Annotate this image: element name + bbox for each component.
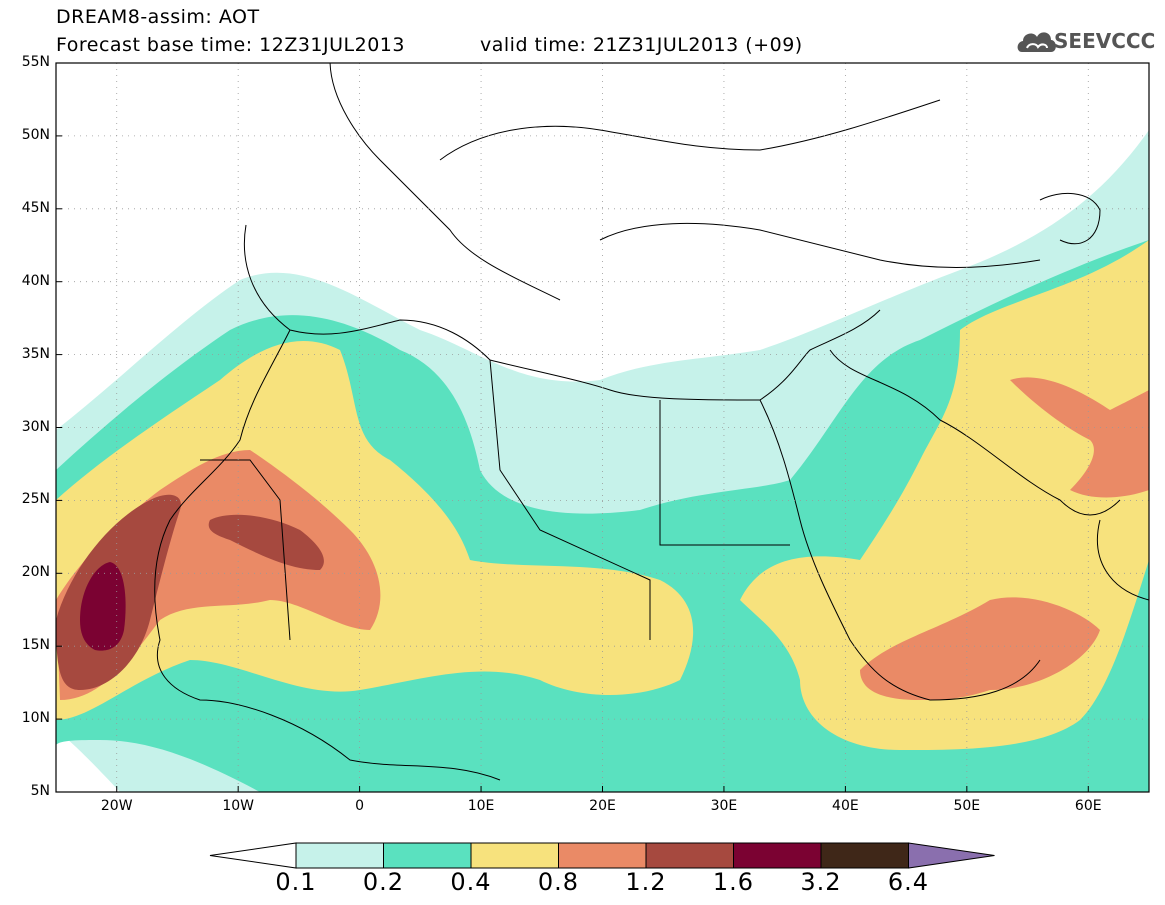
- legend-label: 1.6: [712, 868, 755, 896]
- lon-label: 60E: [1074, 798, 1102, 814]
- lat-label: 5N: [30, 783, 50, 799]
- legend-box: [733, 842, 822, 869]
- gridlines: [56, 63, 1149, 792]
- legend-label: 6.4: [887, 868, 930, 896]
- lon-label: 0: [355, 798, 365, 814]
- legend-label: 0.1: [275, 868, 317, 896]
- legend-box: [295, 842, 384, 869]
- lat-label: 55N: [21, 54, 50, 70]
- aot-band-0.8-yemen: [860, 597, 1100, 700]
- lat-label: 30N: [21, 418, 50, 435]
- legend-arrow-low: [209, 842, 297, 869]
- legend-box: [645, 842, 734, 869]
- legend-arrow-high: [908, 842, 995, 869]
- lat-label: 35N: [21, 345, 50, 362]
- axis-ticks: [56, 62, 1089, 793]
- aot-band-0.8-iran: [1010, 377, 1149, 498]
- legend-box: [820, 842, 909, 869]
- legend-box: [383, 842, 472, 869]
- lon-label: 20W: [100, 798, 133, 814]
- lat-label: 15N: [21, 637, 50, 654]
- lat-label: 20N: [21, 564, 50, 581]
- lon-label: 50E: [953, 798, 981, 814]
- lon-label: 10E: [467, 798, 495, 814]
- legend-label: 0.4: [450, 868, 492, 896]
- lat-label: 50N: [21, 126, 50, 143]
- aot-band-1.6: [80, 562, 126, 651]
- legend-label: 1.2: [625, 868, 667, 896]
- lat-label: 25N: [21, 491, 50, 508]
- coastlines: [154, 63, 1149, 781]
- lat-label: 40N: [21, 272, 50, 289]
- legend-box: [470, 842, 559, 869]
- lat-label: 10N: [21, 710, 50, 727]
- legend-label: 0.2: [362, 868, 405, 896]
- valid-time: valid time: 21Z31JUL2013 (+09): [480, 34, 803, 56]
- forecast-base-time: Forecast base time: 12Z31JUL2013: [56, 34, 405, 56]
- legend-label: 0.8: [537, 868, 580, 896]
- cloud-icon: [1017, 32, 1056, 52]
- legend-box: [558, 842, 647, 869]
- legend-label: 3.2: [800, 868, 842, 896]
- aot-band-0.4: [56, 341, 694, 720]
- lon-label: 40E: [832, 798, 859, 814]
- lon-label: 10W: [222, 798, 254, 814]
- logo-text: SEEVCCC: [1054, 29, 1156, 53]
- map-title: DREAM8-assim: AOT: [56, 6, 260, 28]
- aot-band-1.2-mauritania: [208, 514, 324, 570]
- lon-label: 20E: [589, 798, 616, 814]
- lon-label: 30E: [710, 798, 738, 814]
- lat-label: 45N: [21, 199, 50, 216]
